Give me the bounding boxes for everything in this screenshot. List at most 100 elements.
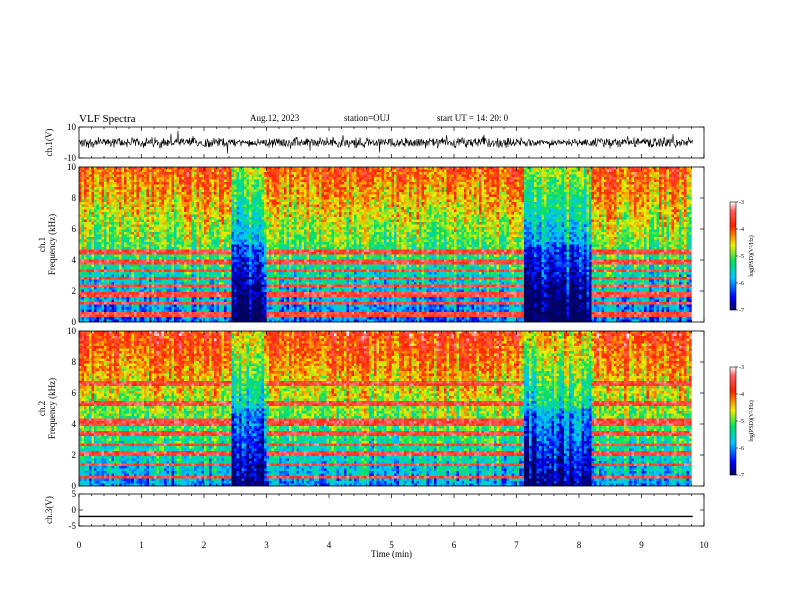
spec-cell [124,262,127,265]
spec-cell [207,170,210,173]
spec-cell [132,245,135,248]
spec-cell [224,290,227,293]
spec-cell [164,217,167,220]
spec-cell [144,247,147,250]
spec-cell [257,167,260,170]
spec-cell [109,250,112,253]
spec-cell [94,192,97,195]
spec-cell [132,275,135,278]
spec-cell [139,192,142,195]
spec-cell [219,235,222,238]
spec-cell [267,177,270,180]
spec-cell [82,200,85,203]
spec-cell [139,300,142,303]
spec-cell [264,285,267,288]
spec-cell [114,172,117,175]
spec-cell [172,270,175,273]
spec-cell [94,172,97,175]
spec-cell [234,282,237,285]
spec-cell [207,290,210,293]
spec-cell [162,197,165,200]
spec-cell [169,172,172,175]
spec-cell [157,310,160,313]
spec-cell [244,205,247,208]
spec-cell [172,205,175,208]
spec-cell [134,200,137,203]
spec-cell [107,250,110,253]
spec-cell [272,230,275,233]
spec-cell [152,210,155,213]
spec-cell [257,200,260,203]
spec-cell [234,235,237,238]
spec-cell [117,205,120,208]
spec-cell [97,187,100,190]
spec-cell [97,270,100,273]
spec-cell [219,230,222,233]
spec-cell [159,175,162,178]
spec-cell [237,202,240,205]
spec-cell [124,292,127,295]
spec-cell [109,272,112,275]
spec-cell [84,227,87,230]
spec-cell [119,197,122,200]
spec-cell [237,207,240,210]
spec-cell [92,225,95,228]
spec-cell [82,265,85,268]
spec-cell [122,172,125,175]
spec-cell [89,217,92,220]
spec-cell [202,305,205,308]
spec-cell [204,252,207,255]
spec-cell [184,277,187,280]
spec-cell [267,195,270,198]
spec-cell [242,207,245,210]
spec-cell [229,250,232,253]
spec-cell [87,302,90,305]
spec-cell [197,260,200,263]
spec-cell [79,310,82,313]
spec-cell [267,300,270,303]
spec-cell [209,217,212,220]
spec-cell [124,265,127,268]
spec-cell [164,212,167,215]
spec-cell [204,245,207,248]
spec-cell [257,260,260,263]
spec-cell [189,187,192,190]
spec-cell [272,260,275,263]
spec-cell [192,230,195,233]
spec-cell [259,265,262,268]
spec-cell [164,295,167,298]
spec-cell [129,230,132,233]
spec-cell [232,220,235,223]
spec-cell [209,240,212,243]
spec-cell [224,200,227,203]
spec-cell [204,220,207,223]
spec-cell [114,200,117,203]
spec-cell [134,287,137,290]
spec-cell [187,242,190,245]
spec-cell [159,180,162,183]
spec-cell [117,177,120,180]
spec-cell [207,202,210,205]
spec-cell [217,312,220,315]
spec-cell [157,247,160,250]
spec-cell [202,207,205,210]
spec-cell [92,267,95,270]
ch1-spectrogram-panel: 0246810ch.1Frequency (kHz) [37,162,704,327]
spec-cell [202,292,205,295]
spec-cell [89,210,92,213]
spec-cell [199,267,202,270]
spec-cell [229,205,232,208]
spec-cell [124,312,127,315]
spec-cell [84,270,87,273]
spec-cell [117,225,120,228]
spec-cell [174,275,177,278]
spec-cell [99,170,102,173]
spec-cell [197,247,200,250]
spec-cell [79,317,82,320]
spec-cell [127,252,130,255]
spec-cell [102,302,105,305]
spec-cell [234,177,237,180]
spec-cell [107,242,110,245]
spec-cell [237,187,240,190]
spec-cell [254,275,257,278]
